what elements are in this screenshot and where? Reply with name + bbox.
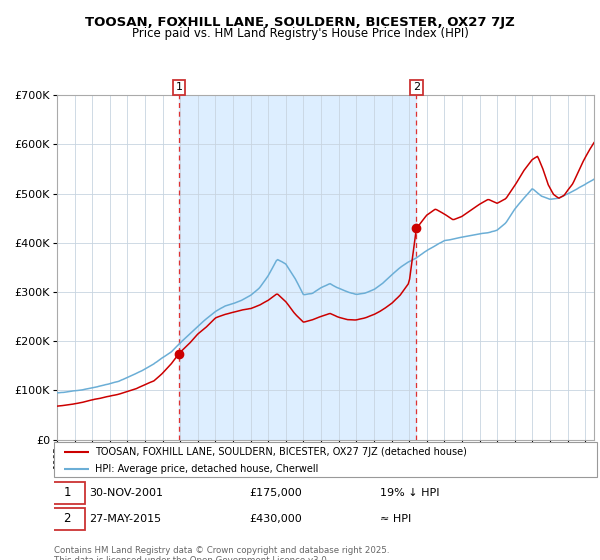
Text: TOOSAN, FOXHILL LANE, SOULDERN, BICESTER, OX27 7JZ: TOOSAN, FOXHILL LANE, SOULDERN, BICESTER…: [85, 16, 515, 29]
Text: 30-NOV-2001: 30-NOV-2001: [89, 488, 163, 498]
Text: 2: 2: [63, 512, 71, 525]
Text: 2: 2: [413, 82, 420, 92]
FancyBboxPatch shape: [54, 442, 597, 477]
Bar: [179, 95, 416, 440]
Text: 27-MAY-2015: 27-MAY-2015: [89, 514, 161, 524]
Text: TOOSAN, FOXHILL LANE, SOULDERN, BICESTER, OX27 7JZ (detached house): TOOSAN, FOXHILL LANE, SOULDERN, BICESTER…: [95, 447, 467, 457]
Text: 1: 1: [63, 487, 71, 500]
FancyBboxPatch shape: [49, 508, 85, 530]
Text: £430,000: £430,000: [250, 514, 302, 524]
Text: £175,000: £175,000: [250, 488, 302, 498]
Text: HPI: Average price, detached house, Cherwell: HPI: Average price, detached house, Cher…: [95, 464, 318, 474]
Text: 19% ↓ HPI: 19% ↓ HPI: [380, 488, 439, 498]
Text: 1: 1: [175, 82, 182, 92]
Text: Contains HM Land Registry data © Crown copyright and database right 2025.
This d: Contains HM Land Registry data © Crown c…: [54, 546, 389, 560]
Text: ≈ HPI: ≈ HPI: [380, 514, 411, 524]
FancyBboxPatch shape: [49, 482, 85, 504]
Text: Price paid vs. HM Land Registry's House Price Index (HPI): Price paid vs. HM Land Registry's House …: [131, 27, 469, 40]
